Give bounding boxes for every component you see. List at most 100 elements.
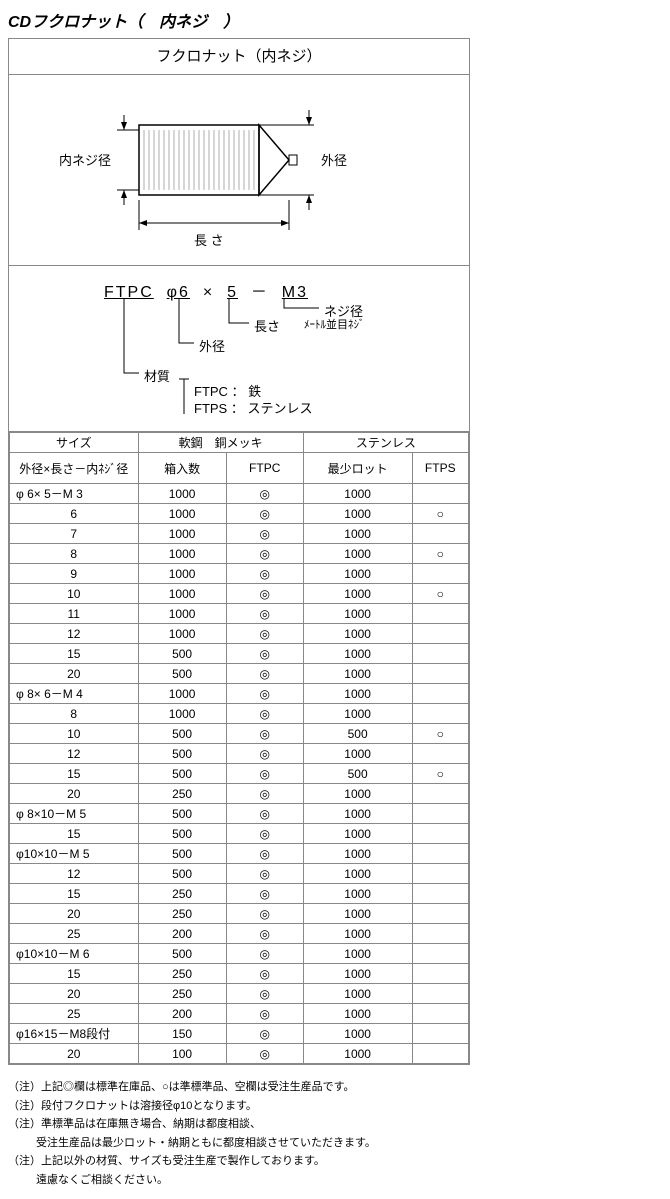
th-soft: 軟鋼 銅メッキ: [138, 433, 303, 453]
cell-ftps: [412, 684, 469, 704]
cell-size: 6: [10, 504, 139, 524]
cell-size: 8: [10, 544, 139, 564]
cell-ftps: [412, 744, 469, 764]
label-outer-dia: 外径: [321, 150, 347, 169]
cell-qty: 1000: [138, 544, 226, 564]
cell-size: φ10×10－M 5: [10, 844, 139, 864]
cell-lot: 1000: [303, 644, 412, 664]
cell-ftps: [412, 864, 469, 884]
cell-lot: 1000: [303, 524, 412, 544]
cell-ftps: ○: [412, 544, 469, 564]
label-code-outer: 外径: [199, 336, 225, 355]
cell-qty: 500: [138, 804, 226, 824]
cell-lot: 1000: [303, 884, 412, 904]
cell-lot: 1000: [303, 924, 412, 944]
table-row: 61000◎1000○: [10, 504, 469, 524]
cell-ftps: [412, 964, 469, 984]
cell-qty: 500: [138, 644, 226, 664]
cell-ftps: [412, 1024, 469, 1044]
cell-lot: 1000: [303, 804, 412, 824]
cell-qty: 250: [138, 884, 226, 904]
cell-lot: 1000: [303, 564, 412, 584]
th-size: サイズ: [10, 433, 139, 453]
label-code-material: 材質: [144, 366, 170, 385]
cell-qty: 250: [138, 964, 226, 984]
cell-qty: 500: [138, 944, 226, 964]
cell-size: 15: [10, 644, 139, 664]
table-row: 10500◎500○: [10, 724, 469, 744]
note-4b: 遠慮なくご相談ください。: [8, 1172, 662, 1190]
cell-lot: 1000: [303, 604, 412, 624]
cell-size: 8: [10, 704, 139, 724]
cell-qty: 1000: [138, 584, 226, 604]
cell-ftpc: ◎: [226, 844, 303, 864]
diagram-header: フクロナット（内ネジ）: [9, 39, 469, 75]
th-sub-ftpc: FTPC: [226, 453, 303, 484]
table-row: 81000◎1000: [10, 704, 469, 724]
cell-size: 9: [10, 564, 139, 584]
cell-size: φ 8× 6－M 4: [10, 684, 139, 704]
cell-qty: 500: [138, 724, 226, 744]
material-ftps: FTPS ： ステンレス: [194, 398, 312, 417]
table-row: 25200◎1000: [10, 1004, 469, 1024]
cell-lot: 1000: [303, 844, 412, 864]
cell-size: 20: [10, 784, 139, 804]
cell-ftps: [412, 1044, 469, 1064]
cell-ftpc: ◎: [226, 904, 303, 924]
table-row: φ10×10－M 6500◎1000: [10, 944, 469, 964]
cell-qty: 250: [138, 904, 226, 924]
cell-lot: 1000: [303, 904, 412, 924]
notes: （注）上記◎欄は標準在庫品、○は準標準品、空欄は受注生産品です。 （注）段付フク…: [8, 1079, 662, 1190]
table-row: 20250◎1000: [10, 984, 469, 1004]
cell-lot: 1000: [303, 484, 412, 504]
cell-ftpc: ◎: [226, 984, 303, 1004]
table-row: φ 8× 6－M 41000◎1000: [10, 684, 469, 704]
cell-size: φ 8×10－M 5: [10, 804, 139, 824]
table-row: φ10×10－M 5500◎1000: [10, 844, 469, 864]
cell-ftpc: ◎: [226, 624, 303, 644]
cell-size: φ16×15－M8段付: [10, 1024, 139, 1044]
cell-ftpc: ◎: [226, 824, 303, 844]
cell-ftps: [412, 564, 469, 584]
cell-lot: 1000: [303, 824, 412, 844]
table-row: 20500◎1000: [10, 664, 469, 684]
cell-lot: 1000: [303, 1044, 412, 1064]
cell-size: 12: [10, 624, 139, 644]
cell-ftpc: ◎: [226, 784, 303, 804]
cell-size: φ 6× 5－M 3: [10, 484, 139, 504]
table-row: 81000◎1000○: [10, 544, 469, 564]
cell-ftpc: ◎: [226, 924, 303, 944]
page-title: CDフクロナット（ 内ネジ ）: [8, 8, 662, 32]
cell-ftpc: ◎: [226, 804, 303, 824]
note-4: （注）上記以外の材質、サイズも受注生産で製作しております。: [8, 1153, 662, 1171]
cell-ftpc: ◎: [226, 504, 303, 524]
th-sub-qty: 箱入数: [138, 453, 226, 484]
cell-ftps: [412, 704, 469, 724]
cell-size: 7: [10, 524, 139, 544]
table-row: 111000◎1000: [10, 604, 469, 624]
table-row: 101000◎1000○: [10, 584, 469, 604]
cell-ftps: [412, 824, 469, 844]
cell-qty: 1000: [138, 564, 226, 584]
cell-lot: 1000: [303, 684, 412, 704]
cell-ftpc: ◎: [226, 604, 303, 624]
cell-size: 15: [10, 964, 139, 984]
table-row: 15250◎1000: [10, 884, 469, 904]
cell-size: 20: [10, 1044, 139, 1064]
cell-ftpc: ◎: [226, 764, 303, 784]
cell-lot: 1000: [303, 984, 412, 1004]
table-row: φ 8×10－M 5500◎1000: [10, 804, 469, 824]
table-row: 20250◎1000: [10, 784, 469, 804]
cell-size: 15: [10, 824, 139, 844]
cell-ftps: [412, 604, 469, 624]
th-sub-size: 外径×長さ－内ﾈｼﾞ径: [10, 453, 139, 484]
cell-size: 25: [10, 924, 139, 944]
note-3: （注）準標準品は在庫無き場合、納期は都度相談、: [8, 1116, 662, 1134]
cell-size: φ10×10－M 6: [10, 944, 139, 964]
cell-qty: 100: [138, 1044, 226, 1064]
cell-qty: 200: [138, 924, 226, 944]
table-row: 25200◎1000: [10, 924, 469, 944]
cell-lot: 1000: [303, 944, 412, 964]
cell-ftpc: ◎: [226, 964, 303, 984]
cell-lot: 500: [303, 764, 412, 784]
